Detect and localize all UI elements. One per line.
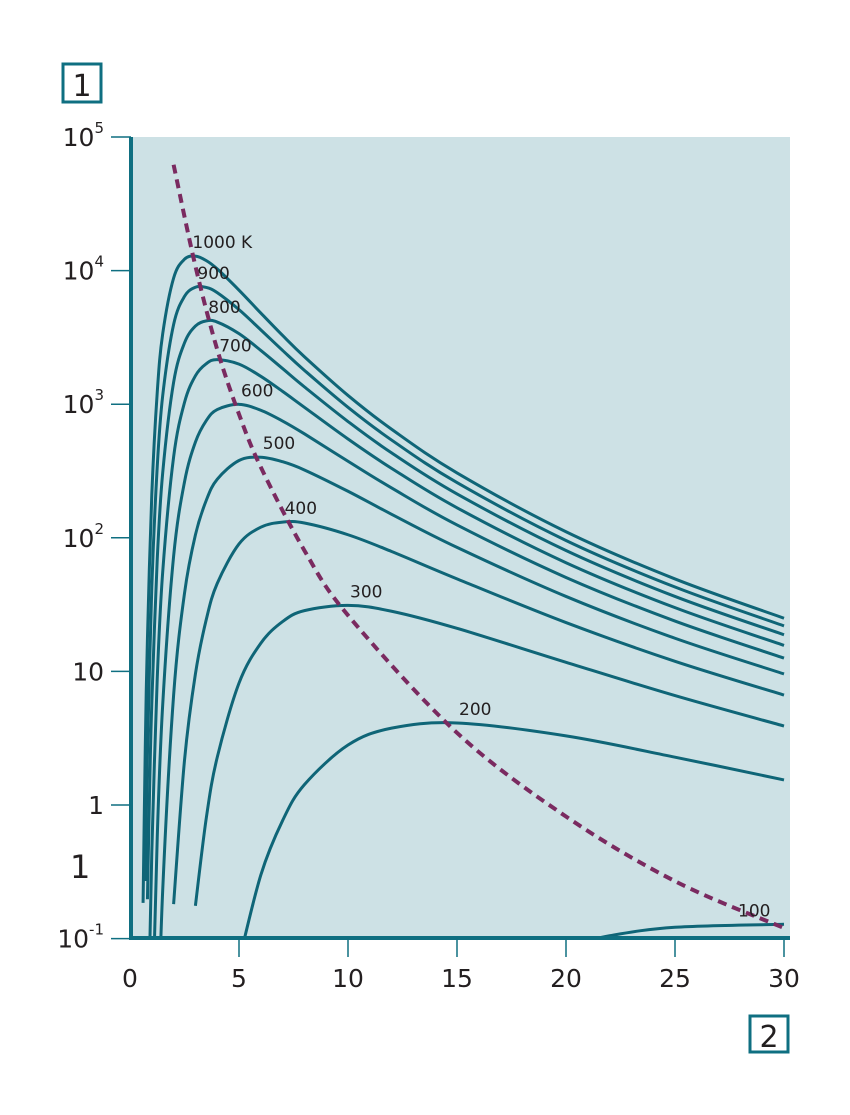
curve-label: 800 xyxy=(208,298,240,318)
x-tick-label: 10 xyxy=(332,964,364,993)
wien-displacement-line xyxy=(171,164,785,930)
curve-700 xyxy=(148,358,785,938)
x-tick-label: 15 xyxy=(441,964,473,993)
x-tick-label: 20 xyxy=(550,964,582,993)
curve-1000k xyxy=(141,254,785,903)
callout-x: 2 xyxy=(748,1014,790,1055)
y-tick-label: 1 xyxy=(88,791,104,820)
curve-label: 900 xyxy=(197,264,229,284)
curve-300 xyxy=(193,603,785,906)
curve-200 xyxy=(243,721,785,938)
curve-label: 600 xyxy=(241,381,273,401)
y-tick-label: 103 xyxy=(63,386,104,419)
x-tick-label: 5 xyxy=(231,964,247,993)
curve-label: 700 xyxy=(219,337,251,357)
callout-y-label: 1 xyxy=(72,69,91,104)
curve-800 xyxy=(145,318,785,900)
y-tick-label: 105 xyxy=(63,119,104,152)
y-tick-label: 102 xyxy=(63,520,104,553)
curve-100 xyxy=(591,922,785,938)
curve-label: 400 xyxy=(285,499,317,519)
curve-600 xyxy=(153,402,785,938)
curve-900 xyxy=(143,284,785,881)
x-tick-label: 25 xyxy=(659,964,691,993)
plot-area xyxy=(131,137,790,938)
y-tick-label: 10 xyxy=(72,657,104,686)
curve-400 xyxy=(172,520,785,905)
y-tick-label: 10-1 xyxy=(57,921,104,954)
curve-label: 500 xyxy=(263,434,295,454)
extra-axis-label: 1 xyxy=(70,848,90,886)
curve-label: 1000 K xyxy=(192,233,253,253)
curve-label: 200 xyxy=(459,700,491,720)
curve-label: 100 xyxy=(738,901,770,921)
x-tick-label: 30 xyxy=(768,964,800,993)
x-tick-label: 0 xyxy=(122,964,138,993)
curve-label: 300 xyxy=(350,582,382,602)
callout-y: 1 xyxy=(61,62,103,104)
y-tick-label: 104 xyxy=(63,253,104,286)
callout-x-label: 2 xyxy=(759,1020,778,1055)
